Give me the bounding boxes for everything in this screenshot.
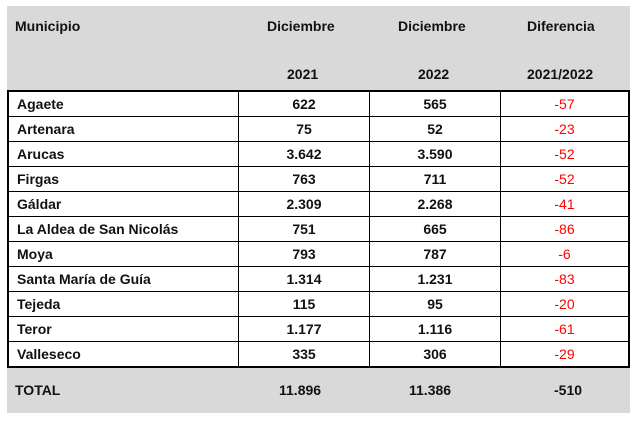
cell-municipio: Gáldar [7,191,239,217]
total-2021: 11.896 [279,382,322,398]
cell-2022: 2.268 [369,191,501,217]
cell-municipio: Firgas [7,166,239,192]
cell-2022: 711 [369,166,501,192]
cell-2022: 565 [369,90,501,117]
cell-difference: -41 [500,191,630,217]
total-2022: 11.386 [409,382,452,398]
cell-2021: 75 [238,116,370,142]
cell-difference: -57 [500,90,630,117]
table-row: Artenara 75 52 -23 [7,116,630,142]
header-col1-line2: 2021 [287,66,319,82]
header-col2-line2: 2022 [418,66,450,82]
header-municipio: Municipio [15,18,81,34]
table-row: Arucas 3.642 3.590 -52 [7,141,630,167]
cell-2022: 52 [369,116,501,142]
cell-2022: 306 [369,341,501,368]
cell-2021: 793 [238,241,370,267]
table-row: La Aldea de San Nicolás 751 665 -86 [7,216,630,242]
header-col2-line1: Diciembre [398,18,466,34]
table-row: Moya 793 787 -6 [7,241,630,267]
unemployment-table: Municipio Diciembre 2021 Diciembre 2022 … [7,6,630,413]
data-table: Agaete 622 565 -57 Artenara 75 52 -23 Arucas 3.64… [7,90,630,368]
cell-municipio: Teror [7,316,239,342]
cell-municipio: La Aldea de San Nicolás [7,216,239,242]
table-footer-total: TOTAL 11.896 11.386 -510 [7,368,630,413]
cell-difference: -23 [500,116,630,142]
cell-difference: -20 [500,291,630,317]
cell-municipio: Moya [7,241,239,267]
cell-municipio: Santa María de Guía [7,266,239,292]
cell-2022: 665 [369,216,501,242]
cell-difference: -6 [500,241,630,267]
cell-2021: 763 [238,166,370,192]
cell-2022: 1.116 [369,316,501,342]
cell-difference: -52 [500,166,630,192]
cell-2021: 115 [238,291,370,317]
total-label: TOTAL [15,382,61,398]
cell-municipio: Artenara [7,116,239,142]
total-diff: -510 [554,382,583,398]
cell-2022: 3.590 [369,141,501,167]
cell-2021: 3.642 [238,141,370,167]
cell-municipio: Valleseco [7,341,239,368]
cell-difference: -86 [500,216,630,242]
cell-2021: 335 [238,341,370,368]
table-row: Santa María de Guía 1.314 1.231 -83 [7,266,630,292]
cell-2022: 1.231 [369,266,501,292]
header-col3-line2: 2021/2022 [527,66,594,82]
table-row: Valleseco 335 306 -29 [7,341,630,368]
cell-municipio: Tejeda [7,291,239,317]
cell-municipio: Arucas [7,141,239,167]
cell-2022: 95 [369,291,501,317]
header-col3-line1: Diferencia [527,18,595,34]
table-row: Teror 1.177 1.116 -61 [7,316,630,342]
table-row: Tejeda 115 95 -20 [7,291,630,317]
table-row: Gáldar 2.309 2.268 -41 [7,191,630,217]
cell-2021: 1.314 [238,266,370,292]
header-col1-line1: Diciembre [267,18,335,34]
cell-difference: -29 [500,341,630,368]
cell-2021: 1.177 [238,316,370,342]
table-row: Agaete 622 565 -57 [7,90,630,117]
table-header: Municipio Diciembre 2021 Diciembre 2022 … [7,6,630,90]
cell-municipio: Agaete [7,90,239,117]
cell-difference: -83 [500,266,630,292]
cell-2021: 622 [238,90,370,117]
cell-2021: 751 [238,216,370,242]
table-row: Firgas 763 711 -52 [7,166,630,192]
cell-2022: 787 [369,241,501,267]
cell-2021: 2.309 [238,191,370,217]
cell-difference: -61 [500,316,630,342]
cell-difference: -52 [500,141,630,167]
